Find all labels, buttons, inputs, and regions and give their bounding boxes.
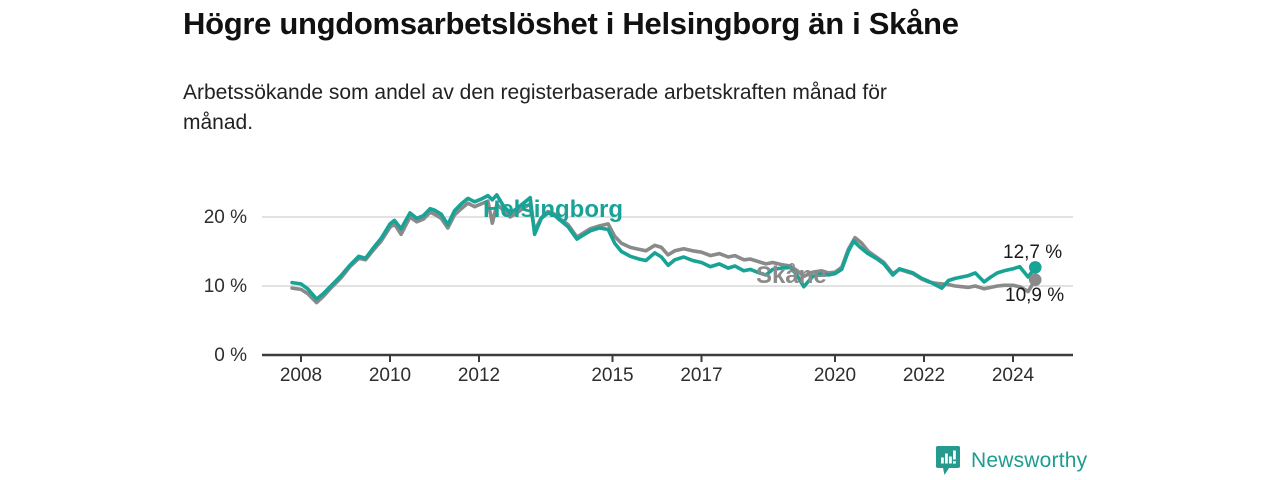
- x-tick-label: 2017: [680, 365, 722, 386]
- y-tick-label: 0 %: [214, 345, 247, 366]
- skne-end-value-label: 10,9 %: [1005, 285, 1064, 306]
- y-tick-label: 20 %: [204, 207, 247, 228]
- brand-footer: Newsworthy: [936, 446, 1087, 476]
- x-tick-label: 2015: [591, 365, 633, 386]
- bar-tall: [945, 453, 948, 464]
- x-tick-label: 2024: [992, 365, 1035, 386]
- exclamation-dot: [953, 461, 956, 464]
- helsingborg-line: [290, 193, 1038, 301]
- skne-series-label: Skåne: [756, 262, 827, 289]
- y-tick-label: 10 %: [204, 276, 247, 297]
- x-tick-label: 2020: [814, 365, 856, 386]
- newsworthy-logo-icon: [936, 446, 960, 475]
- speech-bubble-shape: [936, 446, 960, 475]
- helsingborg-end-value-label: 12,7 %: [1003, 242, 1062, 263]
- page-title: Högre ungdomsarbetslöshet i Helsingborg …: [183, 6, 959, 41]
- helsingborg-series-label: Helsingborg: [483, 196, 623, 223]
- x-tick-label: 2008: [280, 365, 322, 386]
- skne-end-dot: [1028, 273, 1042, 287]
- x-tick-label: 2010: [369, 365, 411, 386]
- page-subtitle: Arbetssökande som andel av den registerb…: [183, 81, 887, 134]
- x-tick-label: 2022: [903, 365, 945, 386]
- bar-small: [941, 457, 944, 464]
- x-tick-label: 2012: [458, 365, 500, 386]
- brand-name: Newsworthy: [971, 449, 1088, 472]
- helsingborg-end-dot: [1028, 261, 1042, 274]
- bar-medium: [949, 456, 952, 464]
- exclamation-bar: [953, 450, 956, 460]
